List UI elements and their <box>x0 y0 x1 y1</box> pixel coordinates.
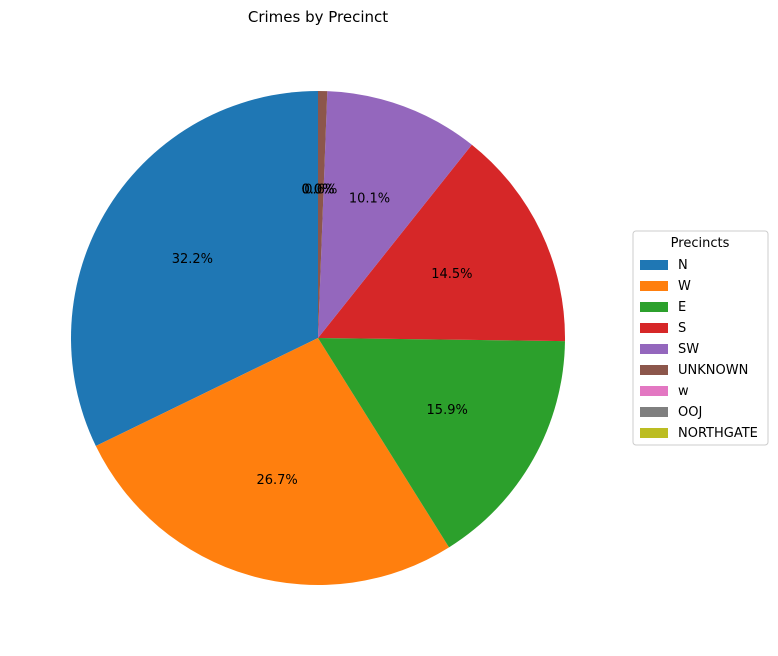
pie-slice-s <box>318 144 565 342</box>
pct-label-sw: 10.1% <box>349 192 390 207</box>
pct-label-w: 0.0% <box>301 182 334 197</box>
pct-label-unknown: 0.6% <box>304 182 337 197</box>
pct-label-northgate: 0.0% <box>301 182 334 197</box>
pct-label-ooj: 0.0% <box>301 182 334 197</box>
legend-swatch-ooj <box>640 407 668 417</box>
legend-label-northgate: NORTHGATE <box>678 426 758 441</box>
legend-label-ooj: OOJ <box>678 405 702 420</box>
pie-slice-n <box>70 91 318 446</box>
legend-swatch-n <box>640 260 668 270</box>
pie-slice-sw <box>318 91 472 338</box>
legend-label-e: E <box>678 300 686 315</box>
pie-slice-w <box>95 338 450 585</box>
pie-slice-e <box>318 338 565 548</box>
legend-label-w: W <box>678 279 691 294</box>
legend-swatch-northgate <box>640 428 668 438</box>
legend-swatch-sw <box>640 344 668 354</box>
pct-label-n: 32.2% <box>172 252 213 267</box>
pct-label-e: 15.9% <box>427 403 468 418</box>
legend-label-w: w <box>678 384 689 399</box>
legend-label-unknown: UNKNOWN <box>678 363 748 378</box>
legend-swatch-e <box>640 302 668 312</box>
legend-swatch-unknown <box>640 365 668 375</box>
legend-swatch-w <box>640 281 668 291</box>
pie-percentage-labels: 32.2%26.7%15.9%14.5%10.1%0.6%0.0%0.0%0.0… <box>172 182 473 488</box>
pct-label-s: 14.5% <box>431 267 472 282</box>
legend-label-sw: SW <box>678 342 699 357</box>
pie-slice-unknown <box>318 91 328 338</box>
legend-label-s: S <box>678 321 686 336</box>
legend-swatch-s <box>640 323 668 333</box>
pct-label-w: 26.7% <box>256 473 297 488</box>
legend-swatch-w <box>640 386 668 396</box>
pie-slices <box>70 91 565 585</box>
chart-title: Crimes by Precinct <box>248 8 388 26</box>
legend-title: Precincts <box>671 236 730 251</box>
legend-label-n: N <box>678 258 688 273</box>
